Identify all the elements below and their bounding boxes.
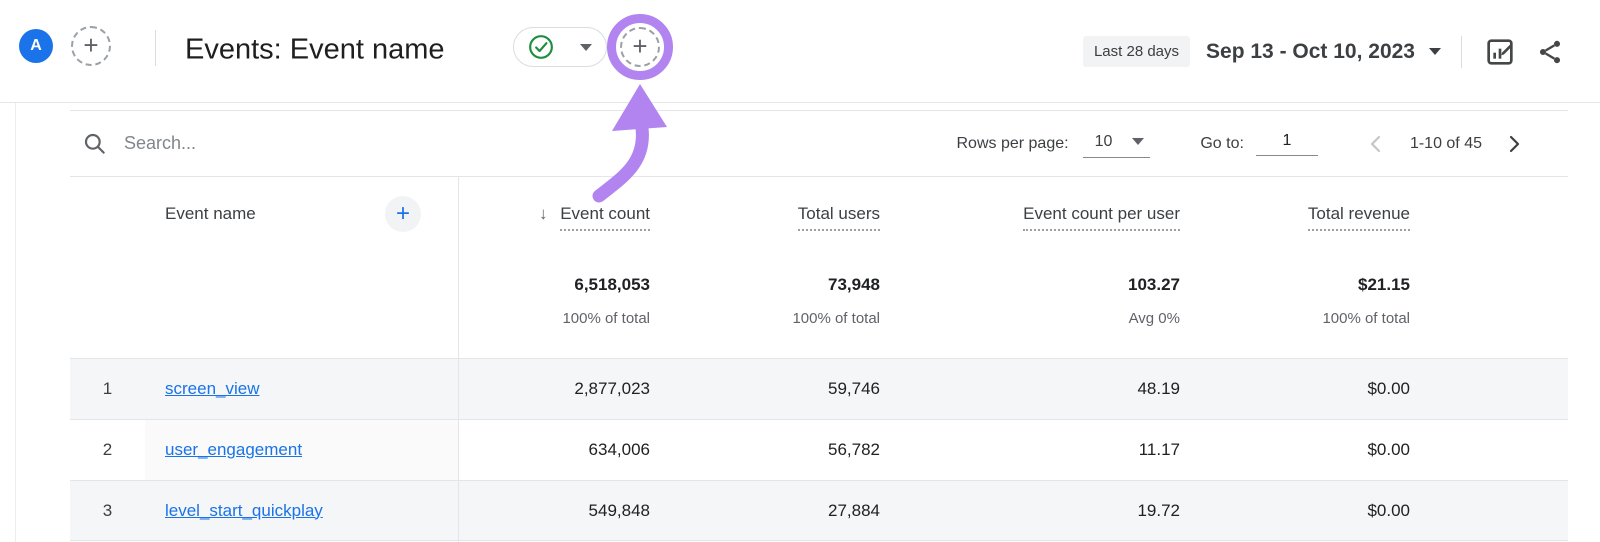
event-count-per-user-value: 48.19	[930, 379, 1230, 399]
search-icon	[82, 131, 108, 157]
event-count-per-user-value: 19.72	[930, 501, 1230, 521]
column-header-total-users[interactable]: Total users	[700, 204, 930, 224]
rows-per-page-label: Rows per page:	[957, 135, 1069, 153]
row-index: 2	[70, 440, 145, 460]
event-name-link[interactable]: user_engagement	[165, 440, 302, 460]
report-header: A + Events: Event name + Last 28 days Se…	[0, 0, 1600, 103]
header-right-cluster: Last 28 days Sep 13 - Oct 10, 2023	[1083, 0, 1566, 103]
next-page-button[interactable]	[1502, 132, 1526, 156]
event-name-link[interactable]: screen_view	[165, 379, 260, 399]
chevron-left-icon	[1364, 132, 1388, 156]
page-gutter-line	[15, 103, 16, 542]
event-count-value: 634,006	[458, 440, 700, 460]
add-dimension-button[interactable]: +	[385, 196, 421, 232]
chevron-right-icon	[1502, 132, 1526, 156]
add-comparison-button[interactable]: +	[71, 26, 111, 66]
total-revenue-value: $0.00	[1230, 379, 1460, 399]
plus-icon: +	[83, 32, 98, 58]
go-to-page-input[interactable]	[1256, 132, 1318, 156]
table-row: 2 user_engagement 634,006 56,782 11.17 $…	[70, 419, 1568, 480]
rows-per-page-select[interactable]: 10	[1083, 130, 1151, 158]
total-event-count-per-user-caption: Avg 0%	[1129, 310, 1180, 327]
sort-descending-icon: ↓	[539, 204, 548, 223]
chevron-down-icon	[580, 44, 592, 51]
event-name-link[interactable]: level_start_quickplay	[165, 501, 323, 521]
table-totals-row: 6,518,053 100% of total 73,948 100% of t…	[70, 251, 1568, 358]
chevron-down-icon	[1132, 138, 1144, 145]
pagination-range: 1-10 of 45	[1410, 135, 1482, 153]
event-count-per-user-value: 11.17	[930, 440, 1230, 460]
go-to-label: Go to:	[1200, 135, 1244, 153]
events-table-card: Rows per page: 10 Go to: 1-10 of 45	[70, 110, 1568, 542]
table-row: 1 screen_view 2,877,023 59,746 48.19 $0.…	[70, 358, 1568, 419]
row-index: 1	[70, 379, 145, 399]
total-users-caption: 100% of total	[792, 310, 880, 327]
rows-per-page-value: 10	[1095, 133, 1113, 151]
customize-report-icon	[1484, 36, 1516, 68]
previous-page-button[interactable]	[1364, 132, 1388, 156]
share-button[interactable]	[1534, 36, 1566, 68]
plus-icon: +	[632, 33, 647, 59]
row-index: 3	[70, 501, 145, 521]
total-users-value: 27,884	[700, 501, 930, 521]
customize-report-button[interactable]	[1482, 34, 1518, 70]
search-input[interactable]	[124, 133, 484, 154]
plus-icon: +	[396, 202, 410, 226]
column-header-event-count[interactable]: ↓ Event count	[458, 204, 700, 224]
table-toolbar: Rows per page: 10 Go to: 1-10 of 45	[70, 111, 1568, 177]
event-count-value: 2,877,023	[458, 379, 700, 399]
column-header-event-name: Event name	[165, 204, 256, 224]
total-users-value: 59,746	[700, 379, 930, 399]
total-users: 73,948	[828, 275, 880, 295]
column-divider	[458, 177, 459, 542]
total-event-count-per-user: 103.27	[1128, 275, 1180, 295]
check-circle-icon	[528, 34, 554, 60]
date-range-text: Sep 13 - Oct 10, 2023	[1206, 40, 1415, 64]
total-users-value: 56,782	[700, 440, 930, 460]
table-row: 3 level_start_quickplay 549,848 27,884 1…	[70, 480, 1568, 541]
share-icon	[1536, 38, 1564, 66]
report-status-pill[interactable]	[513, 27, 607, 67]
table-header-row: Event name + ↓ Event count Total users E…	[70, 177, 1568, 251]
avatar-letter: A	[30, 37, 42, 55]
date-range-selector[interactable]: Sep 13 - Oct 10, 2023	[1206, 40, 1441, 64]
total-revenue-caption: 100% of total	[1322, 310, 1410, 327]
column-header-total-revenue[interactable]: Total revenue	[1230, 204, 1460, 224]
avatar[interactable]: A	[19, 29, 53, 63]
total-revenue-value: $0.00	[1230, 440, 1460, 460]
total-event-count-caption: 100% of total	[562, 310, 650, 327]
page-title: Events: Event name	[185, 34, 445, 67]
date-range-preset-badge: Last 28 days	[1083, 36, 1190, 67]
total-revenue: $21.15	[1358, 275, 1410, 295]
header-divider	[155, 30, 156, 66]
add-metric-button[interactable]: +	[620, 27, 660, 67]
header-divider	[1461, 36, 1462, 68]
column-header-event-count-per-user[interactable]: Event count per user	[930, 204, 1230, 224]
event-count-value: 549,848	[458, 501, 700, 521]
chevron-down-icon	[1429, 48, 1441, 55]
total-revenue-value: $0.00	[1230, 501, 1460, 521]
total-event-count: 6,518,053	[574, 275, 650, 295]
pagination-controls: Rows per page: 10 Go to: 1-10 of 45	[957, 130, 1527, 158]
